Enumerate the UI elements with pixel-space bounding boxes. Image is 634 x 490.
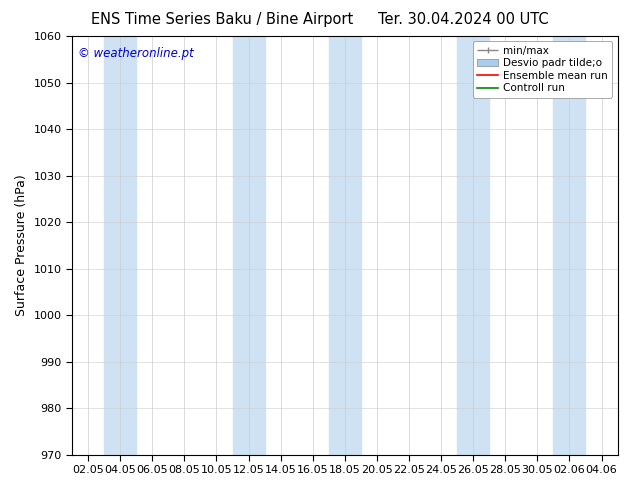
Text: Ter. 30.04.2024 00 UTC: Ter. 30.04.2024 00 UTC [377, 12, 548, 27]
Legend: min/max, Desvio padr tilde;o, Ensemble mean run, Controll run: min/max, Desvio padr tilde;o, Ensemble m… [473, 41, 612, 98]
Bar [329, 36, 361, 455]
Bar [233, 36, 264, 455]
Bar [457, 36, 489, 455]
Bar [553, 36, 585, 455]
Text: ENS Time Series Baku / Bine Airport: ENS Time Series Baku / Bine Airport [91, 12, 353, 27]
Bar [104, 36, 136, 455]
Y-axis label: Surface Pressure (hPa): Surface Pressure (hPa) [15, 174, 28, 316]
Text: © weatheronline.pt: © weatheronline.pt [77, 47, 193, 60]
